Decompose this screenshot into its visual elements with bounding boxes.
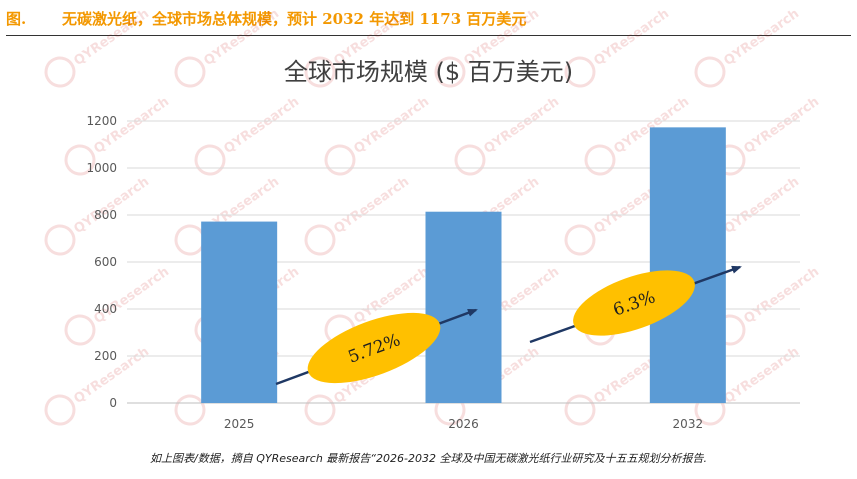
- watermark-logo: [64, 144, 96, 176]
- watermark-logo: [304, 224, 336, 256]
- watermark-logo: [434, 56, 466, 88]
- y-tick-label: 800: [94, 208, 117, 222]
- bar-2026: [425, 211, 502, 403]
- watermark-logo: [44, 394, 76, 426]
- watermark-text: QYResearch: [741, 94, 822, 157]
- market-size-chart: QYResearch QYResearch QYResearch QYResearch…: [44, 6, 822, 431]
- watermark: QYResearch: [714, 94, 822, 176]
- figure-label: 图.: [6, 10, 27, 28]
- y-tick-label: 1200: [86, 114, 117, 128]
- watermark: QYResearch: [454, 94, 562, 176]
- watermark-logo: [564, 224, 596, 256]
- watermark-logo: [174, 56, 206, 88]
- y-tick-label: 0: [109, 396, 117, 410]
- bar-2032: [649, 127, 726, 403]
- watermark-logo: [304, 56, 336, 88]
- y-tick-label: 200: [94, 349, 117, 363]
- figure-title: 无碳激光纸，全球市场总体规模，预计 2032 年达到 1173 百万美元: [62, 10, 527, 28]
- y-tick-label: 1000: [86, 161, 117, 175]
- source-note: 如上图表/数据，摘自 QYResearch 最新报告“2026-2032 全球及…: [150, 452, 707, 465]
- watermark-text: QYResearch: [221, 94, 302, 157]
- watermark: QYResearch: [64, 94, 172, 176]
- watermark-text: QYResearch: [71, 174, 152, 237]
- watermark-text: QYResearch: [331, 174, 412, 237]
- watermark: QYResearch: [304, 174, 412, 256]
- watermark-logo: [304, 394, 336, 426]
- y-tick-label: 400: [94, 302, 117, 316]
- watermark-text: QYResearch: [741, 264, 822, 327]
- watermark-logo: [694, 56, 726, 88]
- watermark-text: QYResearch: [721, 174, 802, 237]
- watermark-logo: [564, 394, 596, 426]
- x-tick-label: 2025: [224, 417, 255, 431]
- cagr-ellipse: [307, 312, 441, 384]
- x-tick-label: 2032: [673, 417, 704, 431]
- watermark: QYResearch: [64, 264, 172, 346]
- watermark-logo: [64, 314, 96, 346]
- watermark-text: QYResearch: [91, 264, 172, 327]
- watermark-logo: [44, 224, 76, 256]
- watermark: QYResearch: [194, 94, 302, 176]
- chart-title: 全球市场规模 ($ 百万美元): [283, 58, 574, 86]
- watermark-text: QYResearch: [351, 94, 432, 157]
- watermark: QYResearch: [324, 94, 432, 176]
- watermark-logo: [44, 56, 76, 88]
- watermark-logo: [564, 56, 596, 88]
- watermark-text: QYResearch: [721, 344, 802, 407]
- x-tick-label: 2026: [448, 417, 479, 431]
- bar-2025: [201, 221, 278, 403]
- y-tick-label: 600: [94, 255, 117, 269]
- cagr-ellipse: [573, 270, 695, 336]
- header-divider: [6, 35, 851, 36]
- figure-header: 图. 无碳激光纸，全球市场总体规模，预计 2032 年达到 1173 百万美元: [6, 8, 851, 30]
- watermark-text: QYResearch: [481, 94, 562, 157]
